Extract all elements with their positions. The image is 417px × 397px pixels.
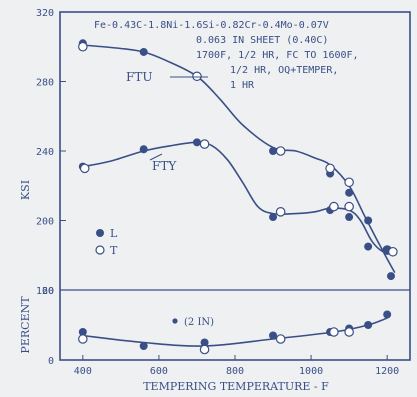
x-tick-label: 1200 <box>375 366 399 377</box>
annotation-line-2: 0.063 IN SHEET (0.40C) <box>196 35 328 46</box>
series-1-point-l <box>139 145 148 154</box>
y-tick-label-lower: 0 <box>48 356 54 367</box>
series-0-point-t <box>325 163 335 174</box>
x-tick-label: 1000 <box>299 366 323 377</box>
y-axis-title-lower: PERCENT <box>19 296 32 354</box>
legend-filled-marker <box>96 229 104 237</box>
x-tick-label: 600 <box>150 366 168 377</box>
y-axis-title-upper: KSI <box>19 180 32 200</box>
series-0-point-l <box>386 272 395 281</box>
series-1-point-l <box>345 213 354 222</box>
series-2-point-t <box>199 344 210 355</box>
y-tick-label-lower: 20 <box>42 286 54 297</box>
series-2-point-l <box>364 321 373 329</box>
series-label-ftu: FTU <box>126 70 152 84</box>
series-label-fty: FTY <box>152 159 177 173</box>
x-tick-label: 400 <box>74 366 92 377</box>
series-2-point-l <box>78 328 87 336</box>
legend-open-marker <box>95 245 105 255</box>
fty-leader-line <box>149 153 163 161</box>
series-1-point-l <box>269 213 278 222</box>
series-label-elongation: (2 IN) <box>184 317 214 328</box>
x-tick-label: 800 <box>226 366 244 377</box>
annotation-line-4: 1/2 HR, OQ+TEMPER, <box>230 65 338 76</box>
y-tick-label-upper: 240 <box>36 147 54 158</box>
series-0-point-l <box>269 147 278 155</box>
series-0-point-t <box>78 41 88 52</box>
series-0-point-t <box>192 71 202 82</box>
y-tick-label-upper: 320 <box>36 8 54 19</box>
series-2-point-l <box>139 342 148 350</box>
elongation-label-dot <box>172 318 178 324</box>
series-1-point-t <box>79 163 90 174</box>
series-0-point-t <box>275 146 286 156</box>
series-1-point-l <box>192 138 201 147</box>
series-2-point-t <box>275 334 286 344</box>
series-1-point-t <box>329 201 339 212</box>
series-1-point-l <box>364 242 373 251</box>
x-axis-title: TEMPERING TEMPERATURE - F <box>143 380 329 393</box>
series-0-point-l <box>345 188 354 197</box>
series-1-point-t <box>199 139 210 149</box>
series-2-point-t <box>78 334 88 344</box>
series-2-point-l <box>200 338 209 347</box>
legend-label-t: T <box>110 244 118 257</box>
series-1-curve <box>82 141 395 254</box>
series-1-point-t <box>344 201 354 212</box>
series-0-point-l <box>364 216 373 225</box>
legend-label-l: L <box>110 227 118 240</box>
annotation-line-5: 1 HR <box>230 80 255 91</box>
data-points <box>78 39 398 355</box>
series-2-point-t <box>344 327 354 337</box>
y-tick-label-upper: 200 <box>36 217 54 228</box>
series-0-point-t <box>344 177 354 188</box>
annotation-line-3: 1700F, 1/2 HR, FC TO 1600F, <box>196 50 359 61</box>
series-0-point-l <box>139 47 148 56</box>
series-2-point-l <box>383 310 392 319</box>
y-tick-label-upper: 280 <box>36 78 54 89</box>
series-1-point-t <box>388 246 398 257</box>
y-tick-label-upper: 160 <box>36 286 54 297</box>
annotation-line-1: Fe-0.43C-1.8Ni-1.6Si-0.82Cr-0.4Mo-0.07V <box>94 20 329 31</box>
series-1-point-t <box>275 207 286 217</box>
series-2-point-t <box>329 327 339 337</box>
series-2-point-l <box>269 331 278 340</box>
